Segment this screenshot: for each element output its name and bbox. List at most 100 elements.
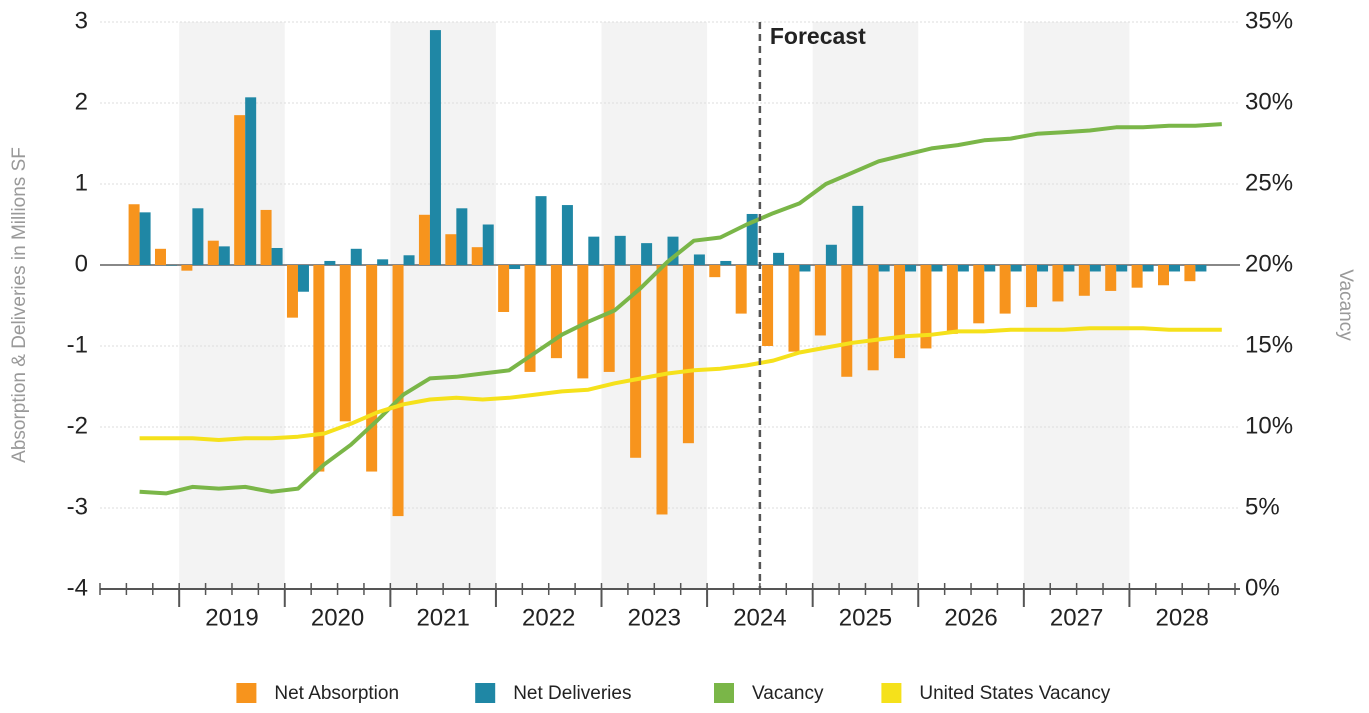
bar <box>852 205 864 265</box>
bar <box>339 265 351 422</box>
bar <box>630 265 642 458</box>
legend-swatch <box>475 683 496 703</box>
bar <box>286 265 298 318</box>
x-tick-label: 2024 <box>733 604 786 631</box>
x-tick-label: 2020 <box>311 604 364 631</box>
x-tick-label: 2022 <box>522 604 575 631</box>
y-tick-label: 3 <box>75 7 88 34</box>
bar <box>403 255 415 265</box>
bar <box>1158 265 1170 286</box>
bar <box>788 265 800 352</box>
bar <box>1116 265 1128 272</box>
y-tick-label: -4 <box>67 574 88 601</box>
y-tick-label: 2 <box>75 88 88 115</box>
bar <box>894 265 906 359</box>
x-tick-label: 2027 <box>1050 604 1103 631</box>
y-tick-label: -1 <box>67 331 88 358</box>
bar <box>297 265 309 292</box>
x-tick-label: 2028 <box>1156 604 1209 631</box>
bar <box>128 204 140 265</box>
bar <box>867 265 879 371</box>
line <box>139 122 1222 496</box>
bar <box>445 234 457 265</box>
bar <box>1089 265 1101 272</box>
bar <box>418 214 430 265</box>
x-tick-label: 2023 <box>628 604 681 631</box>
legend-swatch <box>881 683 902 703</box>
bar <box>905 265 917 272</box>
bar <box>1131 265 1143 288</box>
bar <box>234 115 246 266</box>
bar <box>577 265 589 379</box>
year-band <box>390 22 496 589</box>
bar <box>1063 265 1075 272</box>
bar <box>614 235 626 265</box>
line <box>139 326 1222 442</box>
bar <box>192 208 204 265</box>
bar <box>535 196 547 265</box>
bar <box>931 265 943 272</box>
bar <box>350 248 362 265</box>
y2-tick-label: 10% <box>1245 412 1293 439</box>
bar <box>773 252 785 265</box>
bar <box>709 265 721 278</box>
bar <box>482 224 494 265</box>
bar <box>165 265 177 266</box>
bar <box>999 265 1011 314</box>
bar <box>245 97 257 265</box>
bar <box>324 260 336 265</box>
bar <box>641 243 653 265</box>
legend-label: Net Absorption <box>274 683 399 704</box>
bar <box>878 265 890 272</box>
bar <box>524 265 536 372</box>
y2-tick-label: 25% <box>1245 169 1293 196</box>
bar <box>1184 265 1196 282</box>
x-tick-label: 2019 <box>205 604 258 631</box>
y-tick-label: -3 <box>67 493 88 520</box>
bar <box>377 259 389 265</box>
y2-tick-label: 15% <box>1245 331 1293 358</box>
bar <box>735 265 747 314</box>
bar <box>973 265 985 324</box>
bar <box>1169 265 1181 272</box>
bar <box>1026 265 1038 308</box>
bar <box>366 265 378 472</box>
bar <box>154 248 166 265</box>
year-band <box>1023 22 1130 589</box>
bar <box>682 265 694 444</box>
x-tick-label: 2025 <box>839 604 892 631</box>
bar <box>561 205 573 265</box>
bar <box>1037 265 1049 272</box>
bar <box>920 265 932 349</box>
bar <box>946 265 958 334</box>
year-bands <box>179 22 1130 589</box>
legend-label: United States Vacancy <box>919 683 1110 704</box>
x-tick-label: 2026 <box>944 604 997 631</box>
y2-tick-label: 20% <box>1245 250 1293 277</box>
bar <box>667 236 679 265</box>
bar <box>218 246 230 265</box>
bar <box>139 212 151 265</box>
bar <box>271 247 283 265</box>
y-tick-label: 1 <box>75 169 88 196</box>
y-tick-label: -2 <box>67 412 88 439</box>
bar <box>392 265 404 517</box>
y2-tick-label: 5% <box>1245 493 1280 520</box>
bar <box>841 265 853 377</box>
y2-tick-label: 0% <box>1245 574 1280 601</box>
bar <box>693 254 705 265</box>
legend-label: Vacancy <box>752 683 824 704</box>
bar <box>746 213 758 265</box>
bar <box>456 208 468 265</box>
legend-label: Net Deliveries <box>513 683 631 704</box>
bar <box>588 236 600 265</box>
x-tick-label: 2021 <box>416 604 469 631</box>
bar <box>1142 265 1154 272</box>
bar <box>313 265 325 472</box>
bar <box>957 265 969 272</box>
bar <box>984 265 996 272</box>
bar <box>260 209 272 265</box>
legend-swatch <box>236 683 257 703</box>
bar <box>1052 265 1064 302</box>
bar <box>1105 265 1117 291</box>
